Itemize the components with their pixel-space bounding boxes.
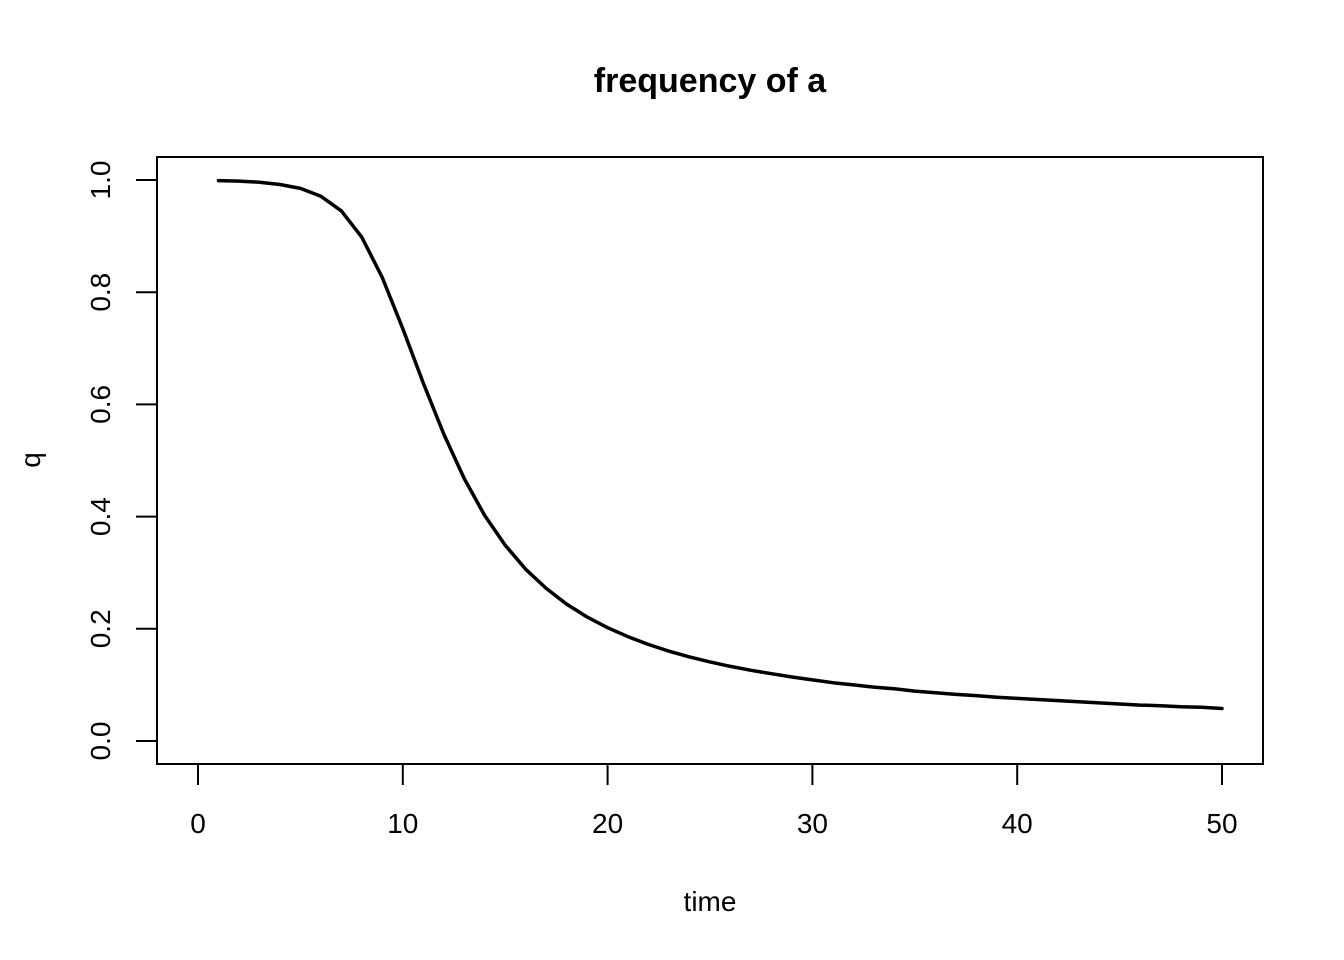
x-tick-label: 50 <box>1206 808 1237 839</box>
y-tick-label: 0.4 <box>85 497 116 536</box>
y-axis: 0.0 0.2 0.4 0.6 0.8 1.0 <box>85 161 158 761</box>
x-tick-label: 20 <box>592 808 623 839</box>
x-axis: 0 10 20 30 40 50 <box>190 763 1238 839</box>
x-tick-label: 10 <box>387 808 418 839</box>
y-tick-label: 0.2 <box>85 609 116 648</box>
x-tick-label: 0 <box>190 808 206 839</box>
y-axis-label: q <box>15 452 46 468</box>
chart-title: frequency of a <box>594 62 827 100</box>
y-tick-label: 0.6 <box>85 385 116 424</box>
y-tick-label: 0.0 <box>85 722 116 761</box>
x-tick-label: 40 <box>1002 808 1033 839</box>
series-line-q <box>216 178 1224 711</box>
y-tick-label: 0.8 <box>85 273 116 312</box>
y-tick-label: 1.0 <box>85 161 116 200</box>
x-tick-label: 30 <box>797 808 828 839</box>
plot-area <box>156 156 1264 765</box>
x-axis-label: time <box>684 886 737 917</box>
